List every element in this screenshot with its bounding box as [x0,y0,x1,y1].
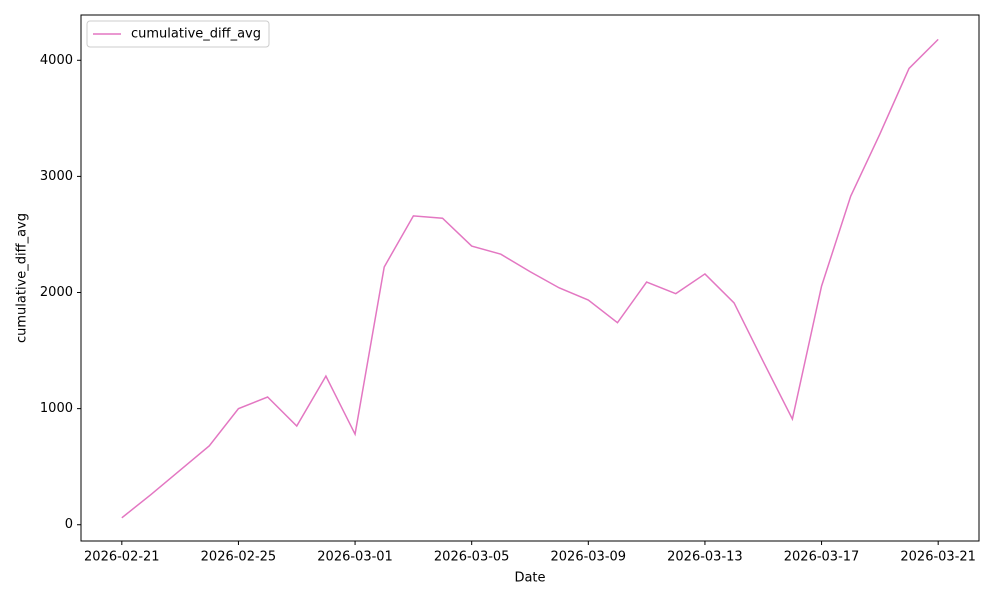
y-tick-label: 3000 [40,169,73,184]
x-tick-label: 2026-03-17 [784,550,860,565]
x-tick-label: 2026-03-01 [317,550,393,565]
x-tick-label: 2026-03-09 [551,550,627,565]
x-tick-label: 2026-03-21 [900,550,976,565]
y-axis-label: cumulative_diff_avg [15,213,30,343]
y-tick-label: 4000 [40,53,73,68]
legend-label: cumulative_diff_avg [131,27,261,42]
y-tick-label: 1000 [40,401,73,416]
x-tick-label: 2026-02-21 [84,550,160,565]
x-tick-label: 2026-03-13 [667,550,743,565]
y-tick-label: 2000 [40,285,73,300]
plot-frame [80,14,980,542]
x-tick-label: 2026-02-25 [201,550,277,565]
data-line [121,38,939,519]
x-axis-label: Date [514,571,545,586]
y-tick-label: 0 [65,517,73,532]
x-tick-label: 2026-03-05 [434,550,510,565]
legend-box [86,20,270,48]
